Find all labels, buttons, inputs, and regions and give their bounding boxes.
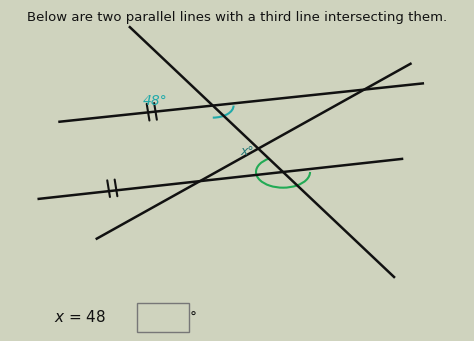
FancyBboxPatch shape xyxy=(137,303,189,331)
Text: Below are two parallel lines with a third line intersecting them.: Below are two parallel lines with a thir… xyxy=(27,11,447,24)
Text: $x$ = 48: $x$ = 48 xyxy=(54,309,106,325)
Text: x°: x° xyxy=(240,145,254,158)
Text: 48°: 48° xyxy=(142,93,167,107)
Text: °: ° xyxy=(189,311,196,325)
